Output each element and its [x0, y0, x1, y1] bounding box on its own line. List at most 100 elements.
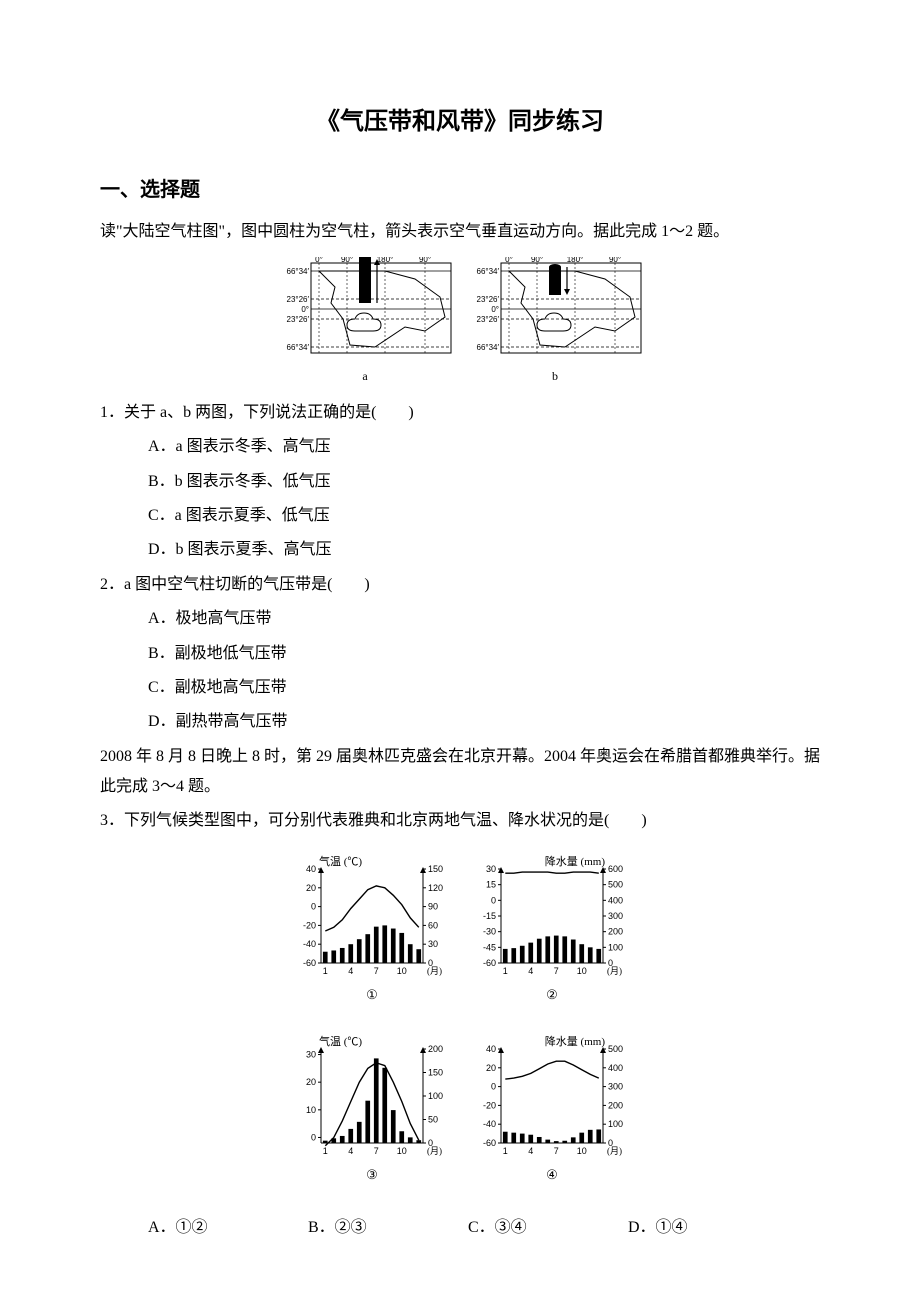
- svg-text:20: 20: [486, 1063, 496, 1073]
- q3-opt-d: D．①④: [628, 1213, 788, 1243]
- q1-opt-a: A．a 图表示冬季、高气压: [100, 432, 820, 462]
- q2-stem: 2．a 图中空气柱切断的气压带是( ): [100, 570, 820, 600]
- svg-text:23°26′: 23°26′: [477, 295, 500, 304]
- svg-text:10: 10: [577, 966, 587, 976]
- svg-text:66°34′: 66°34′: [287, 267, 310, 276]
- svg-text:60: 60: [428, 920, 438, 930]
- svg-text:0°: 0°: [301, 305, 309, 314]
- svg-text:150: 150: [428, 864, 443, 874]
- q3-opt-b: B．②③: [308, 1213, 468, 1243]
- svg-text:0°: 0°: [505, 257, 513, 264]
- q2-opt-b: B．副极地低气压带: [100, 639, 820, 669]
- svg-text:7: 7: [374, 966, 379, 976]
- q2-opt-a: A．极地高气压带: [100, 604, 820, 634]
- svg-text:20: 20: [306, 883, 316, 893]
- svg-text:90°: 90°: [419, 257, 431, 264]
- climate-chart-2: 降水量 (mm)-60-45-30-1501530010020030040050…: [465, 855, 635, 1003]
- svg-text:气温 (℃): 气温 (℃): [319, 855, 362, 868]
- svg-text:500: 500: [608, 880, 623, 890]
- svg-text:200: 200: [608, 927, 623, 937]
- climate-chart-1: 气温 (℃)-60-40-2002040030609012015014710(月…: [285, 855, 455, 1003]
- page-title: 《气压带和风带》同步练习: [100, 100, 820, 146]
- svg-text:30: 30: [486, 864, 496, 874]
- svg-text:66°34′: 66°34′: [287, 343, 310, 352]
- svg-text:(月): (月): [427, 966, 442, 976]
- figure-b-label: b: [465, 365, 645, 388]
- svg-text:④: ④: [546, 1167, 558, 1182]
- svg-text:-60: -60: [483, 958, 496, 968]
- svg-text:40: 40: [306, 864, 316, 874]
- svg-text:400: 400: [608, 1063, 623, 1073]
- svg-text:(月): (月): [607, 966, 622, 976]
- q2-opt-d: D．副热带高气压带: [100, 707, 820, 737]
- svg-text:90: 90: [428, 901, 438, 911]
- svg-text:500: 500: [608, 1044, 623, 1054]
- svg-text:③: ③: [366, 1167, 378, 1182]
- svg-text:-30: -30: [483, 927, 496, 937]
- svg-text:降水量 (mm): 降水量 (mm): [545, 855, 606, 868]
- svg-text:-20: -20: [483, 1100, 496, 1110]
- svg-text:-20: -20: [303, 920, 316, 930]
- svg-text:40: 40: [486, 1044, 496, 1054]
- svg-text:10: 10: [397, 966, 407, 976]
- svg-text:100: 100: [608, 1119, 623, 1129]
- q3-stem: 3．下列气候类型图中，可分别代表雅典和北京两地气温、降水状况的是( ): [100, 806, 820, 836]
- svg-text:4: 4: [348, 1146, 353, 1156]
- svg-text:23°26′: 23°26′: [287, 295, 310, 304]
- svg-text:300: 300: [608, 1081, 623, 1091]
- q1-opt-d: D．b 图表示夏季、高气压: [100, 535, 820, 565]
- svg-text:0°: 0°: [315, 257, 323, 264]
- svg-text:0: 0: [311, 1132, 316, 1142]
- intro-1: 读"大陆空气柱图"，图中圆柱为空气柱，箭头表示空气垂直运动方向。据此完成 1～2…: [100, 217, 820, 247]
- svg-text:10: 10: [397, 1146, 407, 1156]
- svg-text:4: 4: [528, 966, 533, 976]
- svg-text:7: 7: [554, 1146, 559, 1156]
- svg-text:-60: -60: [303, 958, 316, 968]
- svg-text:300: 300: [608, 911, 623, 921]
- svg-text:①: ①: [366, 987, 378, 1002]
- svg-text:降水量 (mm): 降水量 (mm): [545, 1035, 606, 1048]
- figure-b: 66°34′23°26′0°23°26′66°34′0°90°180°90°: [465, 257, 645, 365]
- svg-text:66°34′: 66°34′: [477, 343, 500, 352]
- svg-text:②: ②: [546, 987, 558, 1002]
- climate-figures: 气温 (℃)-60-40-2002040030609012015014710(月…: [100, 845, 820, 1193]
- svg-text:20: 20: [306, 1077, 316, 1087]
- svg-text:200: 200: [608, 1100, 623, 1110]
- svg-text:90°: 90°: [531, 257, 543, 264]
- climate-chart-3: 气温 (℃)010203005010015020014710(月)③: [285, 1035, 455, 1183]
- svg-text:23°26′: 23°26′: [287, 315, 310, 324]
- figure-a: 66°34′23°26′0°23°26′66°34′0°90°180°90°: [275, 257, 455, 365]
- svg-text:1: 1: [323, 1146, 328, 1156]
- figure-ab-row: 66°34′23°26′0°23°26′66°34′0°90°180°90° a…: [100, 257, 820, 388]
- svg-text:(月): (月): [607, 1146, 622, 1156]
- svg-text:1: 1: [323, 966, 328, 976]
- svg-text:-60: -60: [483, 1138, 496, 1148]
- svg-text:0: 0: [491, 895, 496, 905]
- svg-text:-45: -45: [483, 942, 496, 952]
- svg-text:7: 7: [554, 966, 559, 976]
- q1-opt-b: B．b 图表示冬季、低气压: [100, 467, 820, 497]
- climate-chart-4: 降水量 (mm)-60-40-2002040010020030040050014…: [465, 1035, 635, 1183]
- q3-opt-c: C．③④: [468, 1213, 628, 1243]
- svg-text:气温 (℃): 气温 (℃): [319, 1035, 362, 1048]
- intro-2: 2008 年 8 月 8 日晚上 8 时，第 29 届奥林匹克盛会在北京开幕。2…: [100, 742, 820, 803]
- q3-opt-a: A．①②: [148, 1213, 308, 1243]
- svg-text:90°: 90°: [609, 257, 621, 264]
- svg-text:1: 1: [503, 966, 508, 976]
- q1-opt-c: C．a 图表示夏季、低气压: [100, 501, 820, 531]
- svg-text:180°: 180°: [567, 257, 584, 264]
- figure-a-wrap: 66°34′23°26′0°23°26′66°34′0°90°180°90° a: [275, 257, 455, 388]
- svg-text:30: 30: [306, 1049, 316, 1059]
- svg-text:(月): (月): [427, 1146, 442, 1156]
- svg-text:0: 0: [491, 1081, 496, 1091]
- svg-text:23°26′: 23°26′: [477, 315, 500, 324]
- svg-text:180°: 180°: [377, 257, 394, 264]
- svg-text:400: 400: [608, 895, 623, 905]
- svg-text:600: 600: [608, 864, 623, 874]
- svg-text:120: 120: [428, 883, 443, 893]
- q1-stem: 1．关于 a、b 两图，下列说法正确的是( ): [100, 398, 820, 428]
- q3-options-row: A．①② B．②③ C．③④ D．①④: [100, 1213, 820, 1243]
- svg-text:100: 100: [428, 1091, 443, 1101]
- svg-text:150: 150: [428, 1067, 443, 1077]
- svg-text:15: 15: [486, 880, 496, 890]
